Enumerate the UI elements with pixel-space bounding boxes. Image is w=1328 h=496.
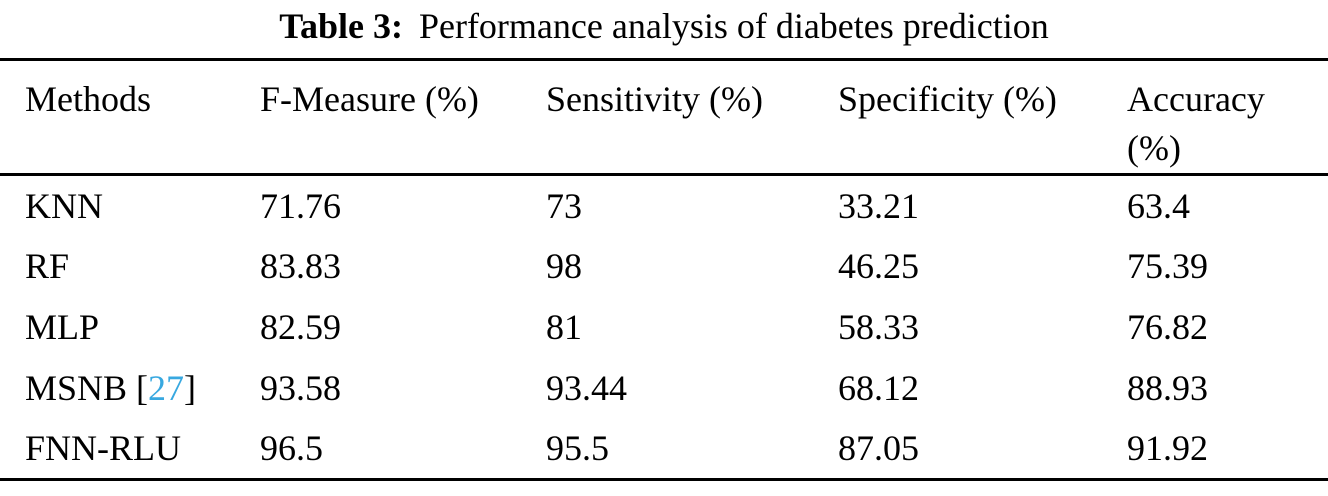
table-header: Methods F-Measure (%) Sensitivity (%) Sp… [0,60,1328,175]
accuracy-cell: 75.39 [1127,246,1208,286]
table-row-rf: RF 83.83 98 46.25 75.39 [0,236,1328,297]
method-cell: MLP [25,307,100,347]
f-measure-cell: 83.83 [260,246,341,286]
table-header-row: Methods F-Measure (%) Sensitivity (%) Sp… [0,60,1328,175]
method-label-prefix: MSNB [ [25,368,149,408]
table-body: KNN 71.76 73 33.21 63.4 RF 83.83 98 46.2… [0,175,1328,480]
performance-table: Methods F-Measure (%) Sensitivity (%) Sp… [0,58,1328,481]
specificity-cell: 87.05 [838,428,919,469]
f-measure-cell: 93.58 [260,368,341,408]
citation-link-27[interactable]: 27 [148,368,185,408]
specificity-cell: 46.25 [838,246,919,286]
accuracy-cell: 76.82 [1127,307,1208,347]
method-cell: RF [25,246,70,286]
f-measure-cell: 82.59 [260,307,341,347]
accuracy-cell: 91.92 [1127,428,1208,469]
f-measure-cell: 71.76 [260,185,341,226]
accuracy-cell: 88.93 [1127,368,1208,408]
column-header-sensitivity: Sensitivity (%) [546,79,763,119]
table-caption: Table 3: Performance analysis of diabetes… [0,0,1328,58]
specificity-cell: 33.21 [838,185,919,226]
table-caption-label: Table 3: [279,6,403,46]
sensitivity-cell: 98 [546,246,582,286]
table-row-fnn-rlu: FNN-RLU 96.5 95.5 87.05 91.92 [0,419,1328,480]
table-row-mlp: MLP 82.59 81 58.33 76.82 [0,297,1328,358]
method-label-suffix: ] [184,368,197,408]
method-cell: KNN [25,185,103,226]
method-cell: FNN-RLU [25,428,182,469]
sensitivity-cell: 95.5 [546,428,609,469]
table-row-knn: KNN 71.76 73 33.21 63.4 [0,175,1328,236]
column-header-accuracy-label: Accuracy (%) [1127,79,1265,168]
specificity-cell: 68.12 [838,368,919,408]
column-header-specificity: Specificity (%) [838,79,1057,119]
table-row-msnb: MSNB [27] 93.58 93.44 68.12 88.93 [0,358,1328,419]
sensitivity-cell: 81 [546,307,582,347]
accuracy-cell: 63.4 [1127,185,1190,226]
column-header-methods: Methods [25,79,151,119]
method-cell: MSNB [27] [0,358,260,419]
sensitivity-cell: 73 [546,185,582,226]
column-header-f-measure: F-Measure (%) [260,79,479,119]
sensitivity-cell: 93.44 [546,368,627,408]
f-measure-cell: 96.5 [260,428,323,469]
specificity-cell: 58.33 [838,307,919,347]
table-caption-text: Performance analysis of diabetes predict… [418,6,1049,46]
column-header-accuracy: Accuracy (%) [1127,60,1328,175]
